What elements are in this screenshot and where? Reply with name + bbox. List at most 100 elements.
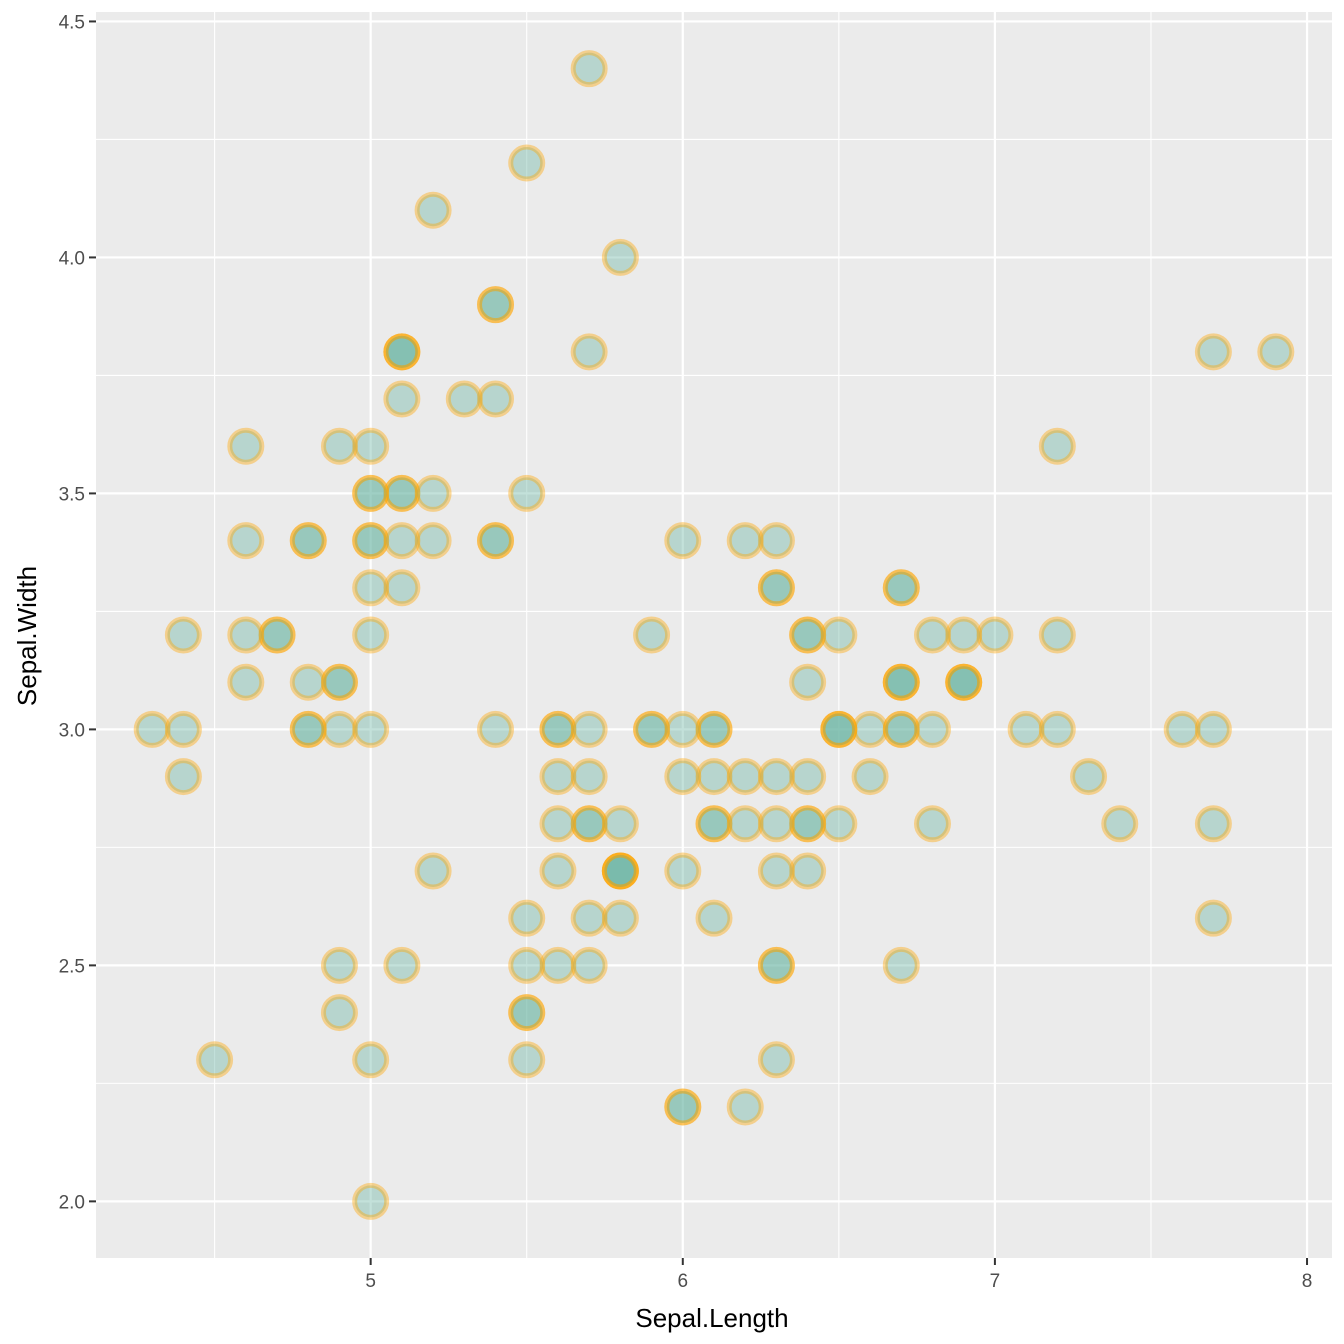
data-point [383, 380, 421, 418]
data-point [1194, 333, 1232, 371]
data-point [757, 946, 795, 984]
data-point [383, 333, 421, 371]
data-point [570, 805, 608, 843]
data-point [539, 758, 577, 796]
data-point [383, 946, 421, 984]
data-point [601, 852, 639, 890]
data-point [757, 852, 795, 890]
data-point [695, 710, 733, 748]
data-point [789, 616, 827, 654]
data-point [757, 569, 795, 607]
data-point [289, 522, 327, 560]
data-point [383, 333, 421, 371]
data-point [851, 758, 889, 796]
data-point [164, 758, 202, 796]
data-point [789, 663, 827, 701]
data-point [383, 333, 421, 371]
data-point [601, 852, 639, 890]
data-point [882, 710, 920, 748]
data-point [695, 758, 733, 796]
data-point [945, 616, 983, 654]
data-point [258, 616, 296, 654]
data-point [789, 805, 827, 843]
data-point [726, 758, 764, 796]
y-axis-title: Sepal.Width [12, 566, 42, 706]
data-point [1007, 710, 1045, 748]
data-point [445, 380, 483, 418]
data-point [913, 805, 951, 843]
data-point [477, 286, 515, 324]
data-point [570, 333, 608, 371]
data-point [601, 899, 639, 937]
data-point [508, 994, 546, 1032]
y-tick-label: 3.0 [59, 720, 85, 741]
data-point [664, 1088, 702, 1126]
data-point [757, 1041, 795, 1079]
data-point [820, 710, 858, 748]
data-point [633, 710, 671, 748]
y-tick-label: 2.0 [59, 1192, 85, 1213]
data-point [352, 616, 390, 654]
data-point [945, 663, 983, 701]
data-point [664, 852, 702, 890]
data-point [352, 474, 390, 512]
data-point [320, 663, 358, 701]
y-tick-label: 3.5 [59, 484, 85, 505]
data-point [1163, 710, 1201, 748]
data-point [789, 758, 827, 796]
data-point [289, 710, 327, 748]
data-point [1101, 805, 1139, 843]
data-point [1038, 427, 1076, 465]
data-point [601, 238, 639, 276]
data-point [414, 522, 452, 560]
data-point [570, 805, 608, 843]
data-point [945, 663, 983, 701]
data-point [976, 616, 1014, 654]
data-point [570, 899, 608, 937]
data-point [477, 286, 515, 324]
data-point [352, 569, 390, 607]
data-point [820, 616, 858, 654]
data-point [1194, 710, 1232, 748]
data-point [383, 569, 421, 607]
data-point [820, 710, 858, 748]
data-point [414, 191, 452, 229]
data-point [757, 946, 795, 984]
data-point [227, 522, 265, 560]
data-point [695, 805, 733, 843]
data-point [1038, 710, 1076, 748]
data-point [508, 474, 546, 512]
data-point [757, 758, 795, 796]
data-point [508, 994, 546, 1032]
data-point [820, 805, 858, 843]
data-point [851, 710, 889, 748]
x-tick-label: 5 [365, 1271, 376, 1292]
data-point [1257, 333, 1295, 371]
data-point [570, 758, 608, 796]
data-point [789, 616, 827, 654]
data-point [320, 710, 358, 748]
x-tick-label: 6 [677, 1271, 688, 1292]
data-point [695, 805, 733, 843]
data-point [726, 805, 764, 843]
data-point [757, 569, 795, 607]
data-point [227, 427, 265, 465]
data-point [383, 522, 421, 560]
y-tick-label: 4.0 [59, 248, 85, 269]
data-point [1070, 758, 1108, 796]
data-point [414, 474, 452, 512]
data-point [757, 805, 795, 843]
x-tick-label: 8 [1302, 1271, 1313, 1292]
data-point [664, 522, 702, 560]
data-point [414, 852, 452, 890]
plot-panel [96, 12, 1332, 1258]
data-point [352, 1041, 390, 1079]
data-point [633, 710, 671, 748]
data-point [695, 899, 733, 937]
data-point [570, 710, 608, 748]
data-point [383, 474, 421, 512]
y-axis: 2.0 2.5 3.0 3.5 4.0 4.5 [59, 12, 96, 1213]
data-point [477, 380, 515, 418]
y-tick-label: 4.5 [59, 12, 85, 33]
data-point [726, 522, 764, 560]
